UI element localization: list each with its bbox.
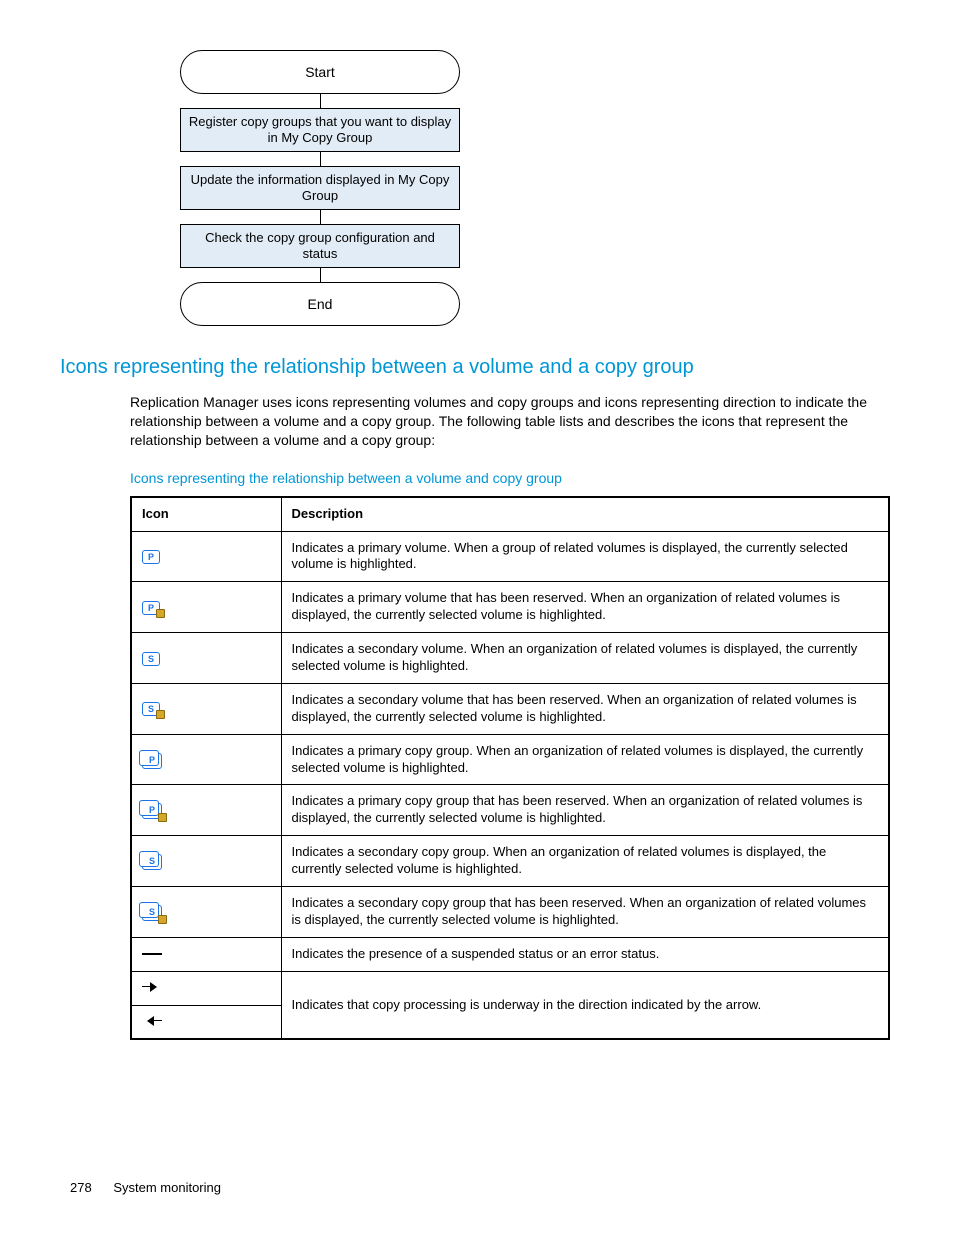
flowchart: Start Register copy groups that you want… (180, 50, 460, 326)
page-footer: 278 System monitoring (70, 1180, 221, 1195)
table-row: Indicates the presence of a suspended st… (131, 937, 889, 971)
primary-volume-reserved-icon: P (142, 601, 160, 615)
header-icon: Icon (131, 497, 281, 531)
secondary-copy-group-icon: S (142, 854, 162, 870)
table-row: P Indicates a primary volume. When a grou… (131, 531, 889, 582)
description-cell: Indicates a primary copy group that has … (281, 785, 889, 836)
table-caption: Icons representing the relationship betw… (130, 470, 894, 486)
table-header-row: Icon Description (131, 497, 889, 531)
arrow-left-icon (142, 1016, 162, 1026)
section-heading: Icons representing the relationship betw… (60, 356, 894, 379)
description-cell: Indicates a secondary copy group that ha… (281, 887, 889, 938)
icon-cell (131, 937, 281, 971)
description-cell: Indicates a secondary copy group. When a… (281, 836, 889, 887)
icon-cell: S (131, 683, 281, 734)
flow-end: End (180, 282, 460, 326)
header-description: Description (281, 497, 889, 531)
primary-volume-icon: P (142, 550, 160, 564)
primary-copy-group-reserved-icon: P (142, 803, 162, 819)
icon-cell (131, 971, 281, 1005)
secondary-volume-icon: S (142, 652, 160, 666)
table-row: S Indicates a secondary volume. When an o… (131, 633, 889, 684)
table-row: Indicates that copy processing is underw… (131, 971, 889, 1005)
icon-cell: P (131, 734, 281, 785)
description-cell: Indicates a primary copy group. When an … (281, 734, 889, 785)
table-row: P Indicates a primary copy group. When an… (131, 734, 889, 785)
secondary-volume-reserved-icon: S (142, 702, 160, 716)
flow-connector (320, 152, 321, 166)
icon-cell: P (131, 582, 281, 633)
table-row: S Indicates a secondary copy group. When … (131, 836, 889, 887)
icon-cell (131, 1005, 281, 1039)
intro-paragraph: Replication Manager uses icons represent… (130, 393, 874, 450)
icon-cell: S (131, 836, 281, 887)
icon-description-table: Icon Description P Indicates a primary vo… (130, 496, 890, 1041)
icon-cell: S (131, 887, 281, 938)
arrow-right-icon (142, 982, 162, 992)
description-cell: Indicates a primary volume. When a group… (281, 531, 889, 582)
flow-step-3: Check the copy group configuration and s… (180, 224, 460, 268)
icon-cell: P (131, 531, 281, 582)
page-number: 278 (70, 1180, 92, 1195)
flow-start: Start (180, 50, 460, 94)
page-content: Start Register copy groups that you want… (0, 0, 954, 1080)
table-row: P Indicates a primary copy group that has… (131, 785, 889, 836)
icon-cell: P (131, 785, 281, 836)
flow-step-2: Update the information displayed in My C… (180, 166, 460, 210)
table-row: S Indicates a secondary volume that has b… (131, 683, 889, 734)
description-cell: Indicates a secondary volume. When an or… (281, 633, 889, 684)
table-row: P Indicates a primary volume that has bee… (131, 582, 889, 633)
description-cell: Indicates the presence of a suspended st… (281, 937, 889, 971)
footer-section-title: System monitoring (113, 1180, 221, 1195)
flow-connector (320, 210, 321, 224)
flow-connector (320, 94, 321, 108)
table-row: S Indicates a secondary copy group that h… (131, 887, 889, 938)
primary-copy-group-icon: P (142, 753, 162, 769)
dash-status-icon (142, 953, 162, 955)
flow-step-1: Register copy groups that you want to di… (180, 108, 460, 152)
description-cell: Indicates a primary volume that has been… (281, 582, 889, 633)
secondary-copy-group-reserved-icon: S (142, 905, 162, 921)
flow-connector (320, 268, 321, 282)
description-cell: Indicates a secondary volume that has be… (281, 683, 889, 734)
description-cell: Indicates that copy processing is underw… (281, 971, 889, 1039)
icon-cell: S (131, 633, 281, 684)
